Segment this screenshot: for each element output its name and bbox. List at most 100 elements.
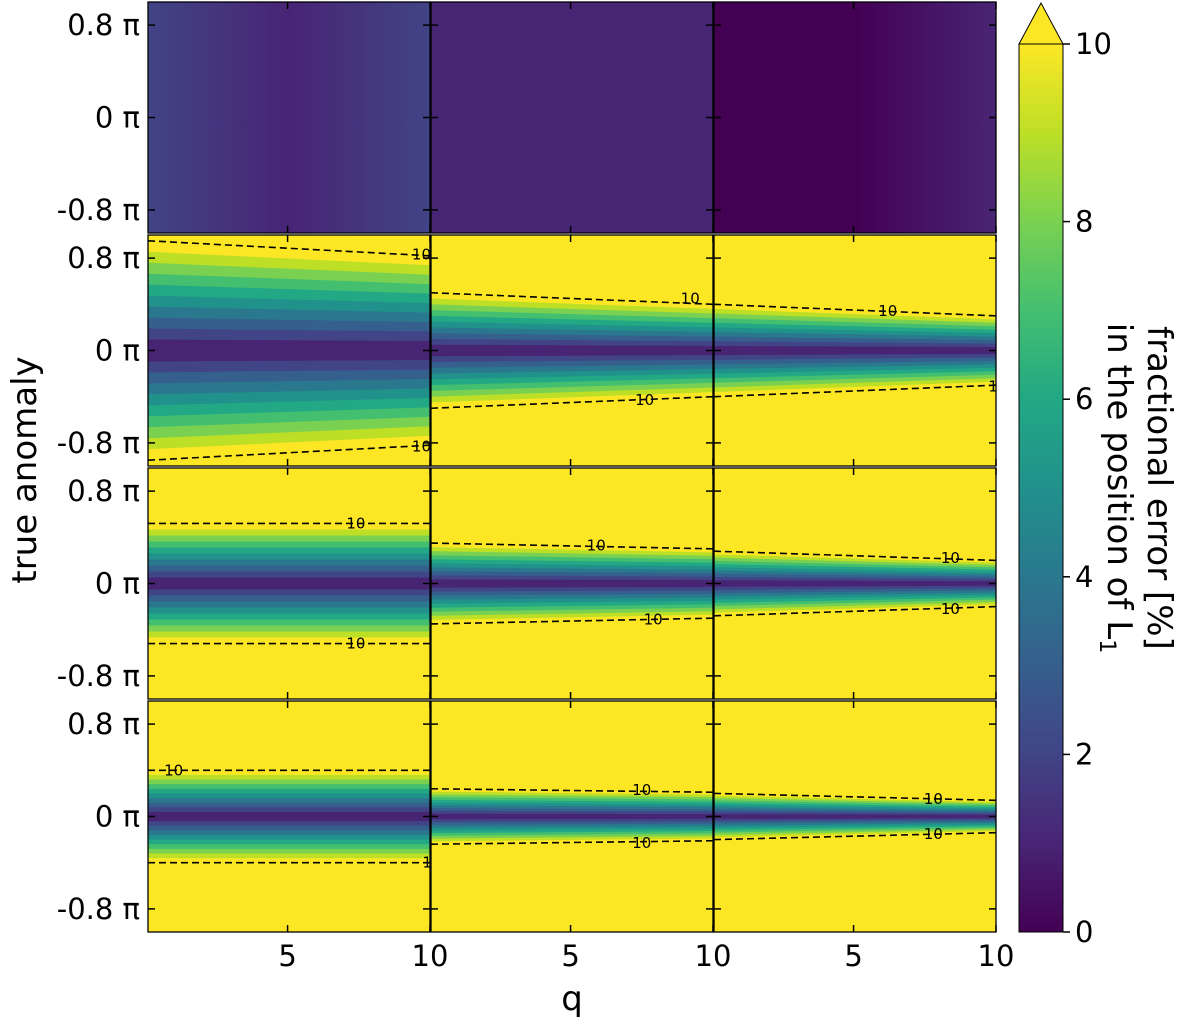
panel-frame [430,467,714,700]
contour-label: 10 [941,549,960,567]
contour-line [431,839,713,846]
x-tick-label: 10 [978,939,1015,973]
panel-frame [147,700,431,933]
y-axis-title: true anomaly [5,356,45,583]
y-tick-label: 0.8 π [67,474,140,508]
panel-frame [430,1,714,234]
contour-line [148,239,430,257]
svg-text:fractional error [%]: fractional error [%] [1139,326,1179,650]
heatmap-panel [147,1,431,234]
contour-label: 10 [878,302,897,320]
contour-label: 10 [681,290,700,308]
colorbar-tick-label: 0 [1075,915,1093,949]
error-band [148,811,430,822]
contour-label: 10 [412,437,431,455]
colorbar-label-line1: fractional error [%] [1139,326,1179,650]
colorbar-extend-arrow [1018,1,1064,45]
panel-frame [147,1,431,234]
heatmap-panel: 10 10 [147,467,431,700]
contour-label: 10 [635,391,654,409]
svg-text:in the position of L1: in the position of L1 [1094,323,1139,653]
y-tick-label: -0.8 π [57,193,140,227]
contour-line [714,792,996,802]
colorbar-ticks: 0 2 4 6 8 10 [1063,27,1112,949]
heatmap-panel: 10 1 [713,234,998,467]
error-band [714,814,996,819]
x-tick-label: 10 [412,939,449,973]
contour-label: 10 [412,246,431,264]
heatmap-panel: 10 10 [713,467,997,700]
contour-label: 10 [924,825,943,843]
x-tick-label: 5 [278,939,296,973]
contour-label: 10 [632,781,651,799]
panel-frame [147,234,431,467]
heatmap-panel: 10 10 [713,700,997,933]
panel-frame [430,700,714,933]
contour-line [714,550,996,562]
contour-label: 10 [941,600,960,618]
contour-line [431,395,713,410]
colorbar-label-subscript: 1 [1094,639,1119,653]
y-tick-label: -0.8 π [57,892,140,926]
contour-label: 10 [632,834,651,852]
contour-line [714,605,996,617]
x-tick-label: 5 [561,939,579,973]
panel-frame [713,1,997,234]
y-tick-label: 0 π [95,567,140,601]
heatmap-panel: 10 10 [430,467,714,700]
panel-frame [713,467,997,700]
error-band [148,339,430,362]
contour-label: 10 [164,761,183,779]
y-tick-label: -0.8 π [57,426,140,460]
heatmap-fill [431,2,713,233]
error-band [148,577,430,590]
colorbar: 0 2 4 6 8 10 fractional error [%] in the posi… [1018,1,1179,949]
colorbar-tick-label: 2 [1075,737,1093,771]
panel-frame [713,700,997,933]
contour-line [714,831,996,841]
colorbar-gradient [1018,43,1064,933]
heatmap-panel: 10 1 [147,700,432,933]
heatmap-fill [714,2,996,233]
heatmap-fill [148,2,430,233]
error-band [431,813,713,820]
contour-label: 1 [988,377,998,395]
contour-line [431,542,713,550]
contour-label: 10 [924,790,943,808]
contour-label: 10 [587,536,606,554]
contour-line [431,617,713,625]
contour-line [714,384,996,398]
contour-line [714,303,996,317]
contour-label: 1 [422,854,432,872]
contour-label: 10 [346,514,365,532]
panel-frame [147,467,431,700]
colorbar-tick-label: 4 [1075,560,1093,594]
x-tick-label: 10 [695,939,732,973]
heatmap-panel [713,1,997,234]
contour-label: 10 [346,635,365,653]
x-tick-label: 5 [844,939,862,973]
y-tick-label: 0 π [95,334,140,368]
error-band [431,344,713,357]
colorbar-tick-label: 10 [1075,27,1112,61]
y-tick-label: 0.8 π [67,8,140,42]
contour-line [148,444,430,462]
colorbar-label-line2: in the position of L [1099,323,1139,639]
heatmap-panel: 10 10 [430,234,714,467]
x-axis-title: q [561,979,583,1019]
panel-frame [713,234,997,467]
y-tick-label: 0 π [95,800,140,834]
panel-grid: 10 10 10 10 10 1 10 10 10 10 10 10 10 1 10 10 10 10 0.8 π 0… [57,1,1015,973]
error-band [431,579,713,588]
y-tick-label: 0.8 π [67,241,140,275]
y-tick-label: 0.8 π [67,707,140,741]
contour-line [431,291,713,306]
heatmap-panel: 10 10 [147,234,431,467]
error-band [714,580,996,587]
contour-label: 10 [644,610,663,628]
colorbar-tick-label: 8 [1075,205,1093,239]
panel-frame [430,234,714,467]
y-tick-label: 0 π [95,101,140,135]
heatmap-panel: 10 10 [430,700,714,933]
error-band [714,345,996,356]
